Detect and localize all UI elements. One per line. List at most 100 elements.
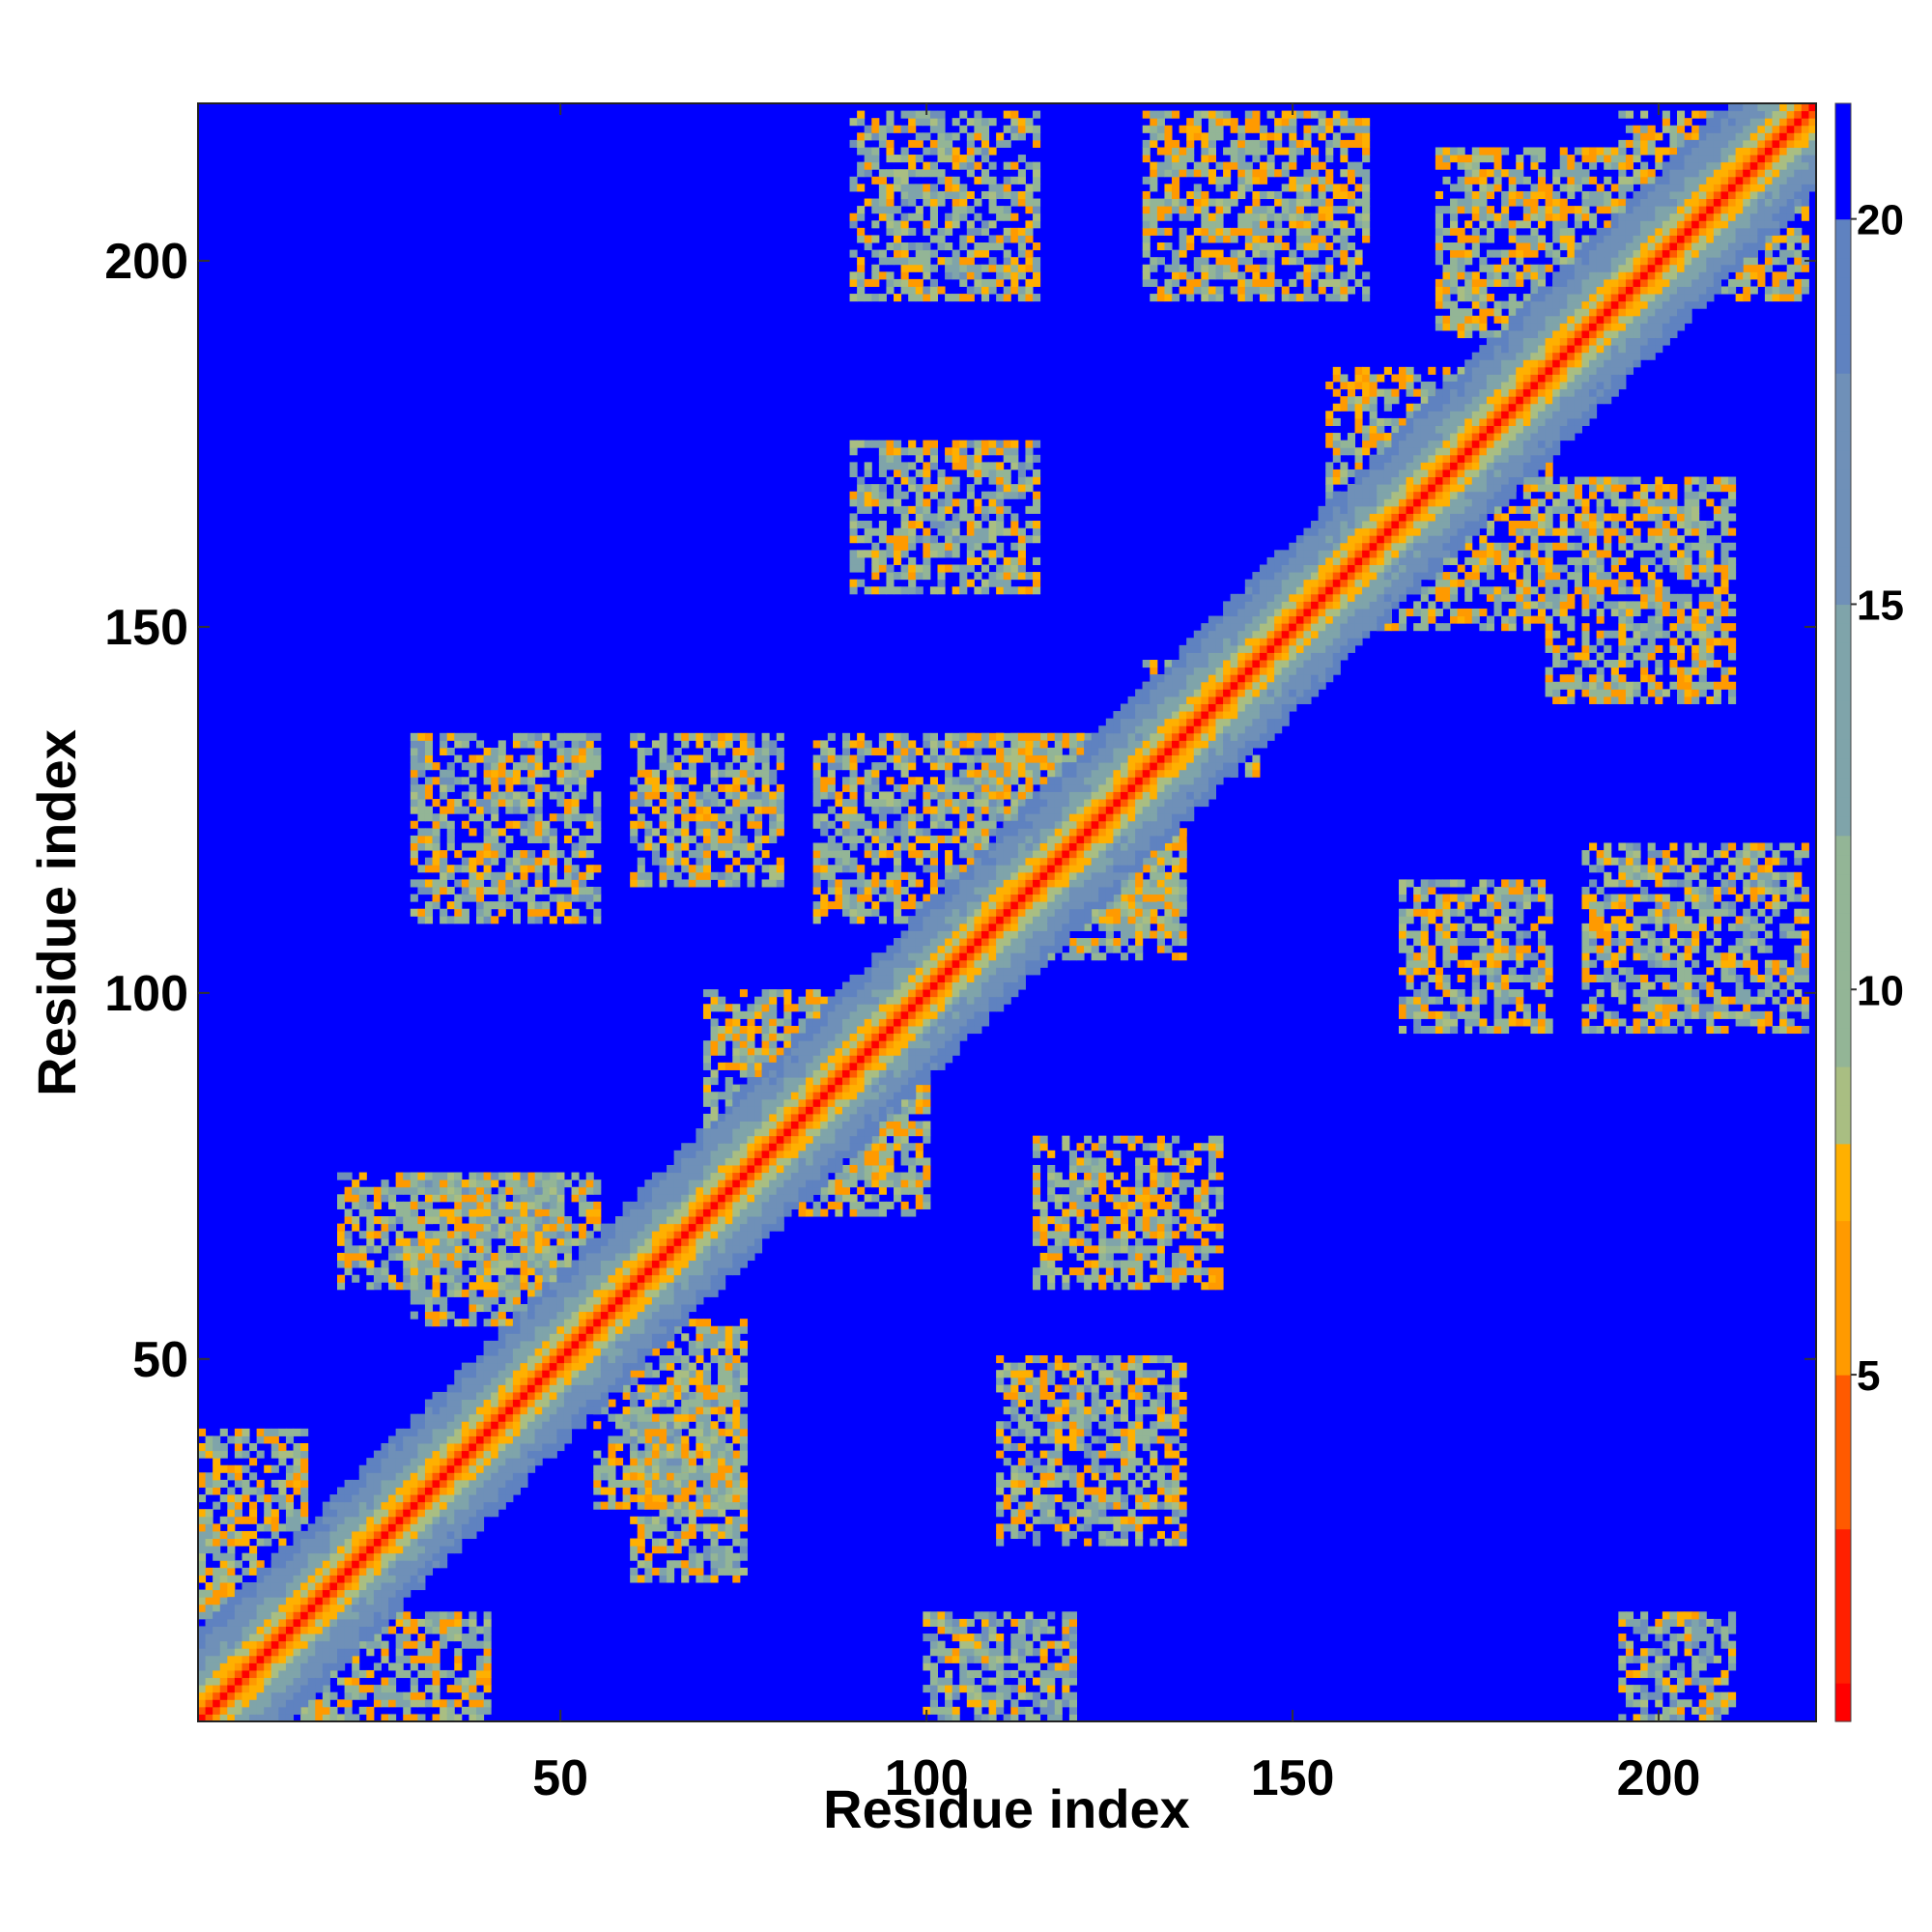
contact-cell [469, 732, 477, 741]
contact-cell [440, 886, 448, 895]
contact-cell [512, 777, 521, 785]
contact-cell [1135, 1428, 1144, 1436]
contact-cell [270, 1523, 279, 1532]
contact-cell [410, 799, 418, 808]
contact-cell [1084, 1442, 1093, 1452]
contact-cell [923, 1172, 931, 1180]
contact-cell [410, 894, 418, 902]
contact-cell [549, 1231, 557, 1239]
contact-cell [213, 1575, 221, 1583]
contact-cell [585, 1231, 594, 1239]
contact-cell [1105, 1377, 1114, 1385]
contact-cell [483, 916, 492, 924]
contact-cell [1068, 1208, 1078, 1217]
contact-cell [688, 1560, 696, 1569]
contact-cell [483, 1231, 492, 1239]
contact-cell [198, 1509, 207, 1518]
contact-cell [454, 1179, 463, 1188]
contact-cell [608, 1435, 616, 1444]
contact-cell [908, 1172, 917, 1180]
contact-cell [1033, 1406, 1041, 1415]
contact-cell [1025, 1384, 1034, 1393]
contact-cell [264, 1509, 272, 1518]
contact-cell [373, 1699, 382, 1708]
contact-cell [1127, 1282, 1136, 1291]
contact-cell [1201, 1186, 1209, 1195]
contact-cell [549, 1223, 557, 1232]
contact-cell [1127, 1143, 1136, 1151]
contact-cell [702, 1333, 712, 1342]
contact-cell [718, 1062, 726, 1070]
contact-cell [1076, 1237, 1085, 1246]
contact-cell [461, 1274, 469, 1283]
contact-cell [1150, 1494, 1158, 1503]
contact-cell [841, 1179, 851, 1188]
contact-cell [1142, 930, 1151, 939]
contact-cell [1068, 1501, 1078, 1510]
contact-cell [352, 1691, 360, 1700]
contact-cell [1215, 1223, 1224, 1232]
contact-cell [835, 1201, 843, 1209]
contact-cell [1215, 1267, 1224, 1276]
contact-cell [476, 1640, 485, 1649]
contact-cell [1098, 1487, 1107, 1495]
contact-cell [1025, 1421, 1034, 1430]
contact-cell [659, 1546, 668, 1554]
contact-cell [527, 1172, 536, 1180]
contact-cell [1039, 1355, 1048, 1364]
contact-cell [1098, 916, 1107, 924]
contact-cell [373, 1282, 382, 1291]
contact-cell [1120, 1267, 1129, 1276]
contact-cell [593, 1201, 602, 1209]
contact-cell [702, 1121, 712, 1129]
contact-cell [454, 901, 463, 910]
contact-cell [659, 1413, 668, 1422]
contact-cell [1010, 769, 1019, 778]
contact-cell [432, 1319, 440, 1327]
contact-cell [410, 783, 418, 792]
contact-cell [593, 1501, 602, 1510]
contact-cell [1179, 1428, 1187, 1436]
contact-cell [1135, 1487, 1144, 1495]
contact-cell [505, 1223, 514, 1232]
contact-cell [213, 1479, 221, 1488]
contact-cell [527, 813, 536, 822]
contact-cell [1135, 945, 1144, 953]
contact-cell [1172, 879, 1180, 888]
contact-cell [403, 1245, 412, 1254]
contact-cell [1033, 1538, 1041, 1547]
contact-cell [673, 1413, 682, 1422]
contact-cell [198, 1567, 207, 1576]
contact-cell [688, 1479, 696, 1488]
contact-cell [1120, 1201, 1129, 1209]
contact-cell [1105, 1355, 1114, 1364]
contact-cell [790, 1004, 799, 1012]
contact-cell [1120, 1208, 1129, 1217]
contact-cell [234, 1472, 242, 1481]
contact-cell [1003, 1442, 1011, 1452]
contact-cell [454, 1282, 463, 1291]
contact-cell [278, 1494, 287, 1503]
contact-cell [483, 1677, 492, 1686]
contact-cell [446, 842, 455, 851]
contact-cell [1010, 1428, 1019, 1436]
contact-cell [417, 1245, 426, 1254]
contact-cell [410, 754, 418, 763]
contact-cell [403, 1706, 412, 1715]
contact-cell [520, 865, 528, 873]
contact-cell [571, 1223, 580, 1232]
contact-cell [1033, 1428, 1041, 1436]
contact-cell [366, 1714, 375, 1721]
contact-cell [798, 1201, 807, 1209]
contact-cell [659, 1523, 668, 1532]
contact-cell [446, 901, 455, 910]
contact-cell [270, 1516, 279, 1524]
contact-cell [505, 754, 514, 763]
contact-cell [1172, 1282, 1180, 1291]
contact-cell [476, 1208, 485, 1217]
contact-cell [483, 791, 492, 800]
contact-cell [300, 1714, 309, 1721]
contact-cell [644, 1391, 653, 1401]
contact-cell [1164, 1179, 1173, 1188]
contact-cell [1172, 952, 1180, 961]
